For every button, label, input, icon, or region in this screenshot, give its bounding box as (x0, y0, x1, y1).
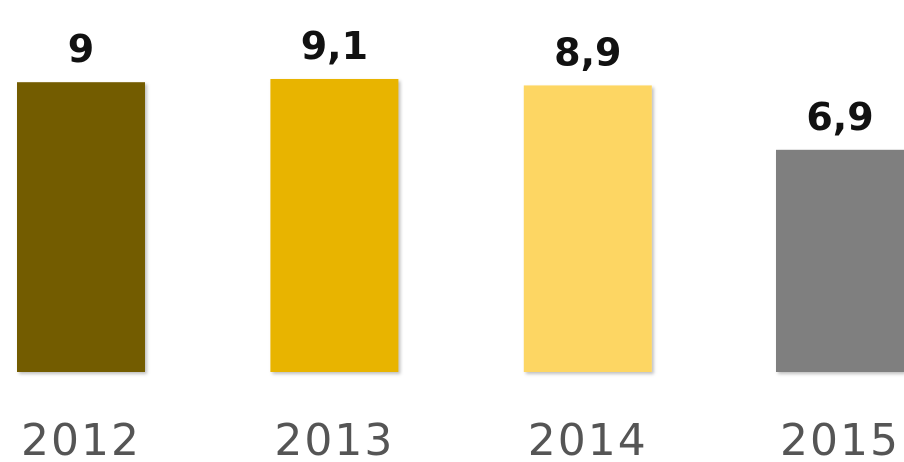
x-tick-label: 2014 (528, 415, 648, 462)
x-tick-label: 2015 (780, 415, 900, 462)
bar (270, 78, 399, 372)
value-label: 9 (68, 27, 94, 71)
value-label: 9,1 (301, 24, 368, 68)
x-tick-label: 2013 (274, 415, 394, 462)
value-label: 8,9 (554, 30, 621, 74)
x-tick-label: 2012 (21, 415, 141, 462)
bar (523, 85, 652, 373)
bar (17, 82, 145, 372)
value-label: 6,9 (806, 95, 873, 139)
bar (776, 149, 904, 372)
